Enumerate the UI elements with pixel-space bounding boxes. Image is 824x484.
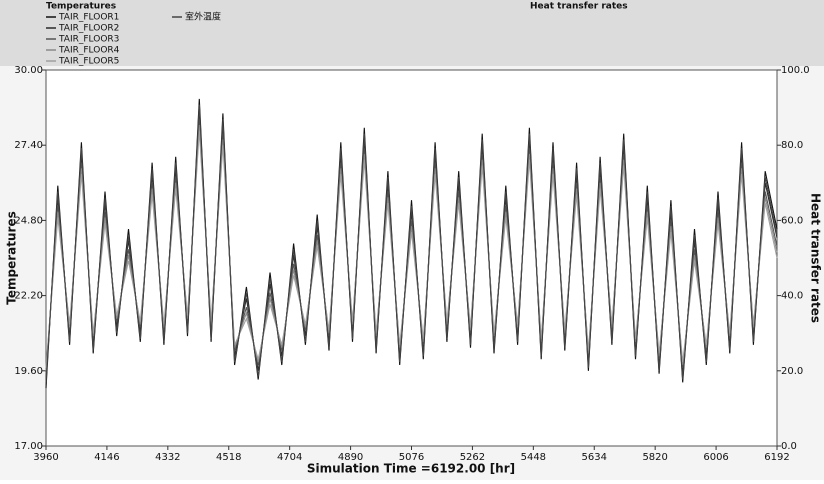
x-tick-label: 5262 [460, 452, 485, 463]
x-tick-label: 4518 [216, 452, 241, 463]
x-tick-label: 5820 [642, 452, 667, 463]
y2-tick-label: 100.0 [781, 65, 810, 76]
legend-label: TAIR_FLOOR3 [58, 35, 119, 45]
y-tick-label: 30.00 [14, 65, 43, 76]
x-tick-label: 5076 [399, 452, 424, 463]
y-tick-label: 19.60 [14, 366, 43, 377]
y-tick-label: 24.80 [14, 215, 43, 226]
y-tick-label: 27.40 [14, 140, 43, 151]
y2-tick-label: 60.0 [781, 215, 803, 226]
y-axis-title: Temperatures [5, 211, 19, 304]
left-header: Temperatures [46, 2, 116, 12]
x-tick-label: 5634 [582, 452, 607, 463]
x-tick-label: 4332 [155, 452, 180, 463]
legend-label: TAIR_FLOOR4 [58, 46, 120, 56]
y2-axis-title: Heat transfer rates [809, 193, 823, 323]
x-tick-label: 6192 [764, 452, 789, 463]
plot-area [45, 69, 778, 447]
x-tick-label: 3960 [33, 452, 58, 463]
x-tick-label: 4890 [338, 452, 363, 463]
x-tick-label: 4704 [277, 452, 302, 463]
legend-label: TAIR_FLOOR1 [58, 13, 119, 23]
y2-tick-label: 0.0 [781, 441, 797, 452]
x-tick-label: 4146 [94, 452, 119, 463]
legend-label: TAIR_FLOOR2 [58, 24, 119, 34]
legend-label: TAIR_FLOOR5 [58, 57, 119, 67]
legend-band [0, 0, 824, 66]
x-tick-label: 6006 [703, 452, 728, 463]
y2-tick-label: 20.0 [781, 366, 803, 377]
y2-tick-label: 80.0 [781, 140, 803, 151]
legend-label: 室外温度 [185, 11, 221, 23]
y-tick-label: 22.20 [14, 291, 43, 302]
y2-tick-label: 40.0 [781, 291, 803, 302]
right-header: Heat transfer rates [530, 2, 628, 12]
x-axis-title: Simulation Time =6192.00 [hr] [307, 462, 515, 476]
x-tick-label: 5448 [521, 452, 546, 463]
series-line [45, 104, 778, 383]
y-tick-label: 17.00 [14, 441, 43, 452]
